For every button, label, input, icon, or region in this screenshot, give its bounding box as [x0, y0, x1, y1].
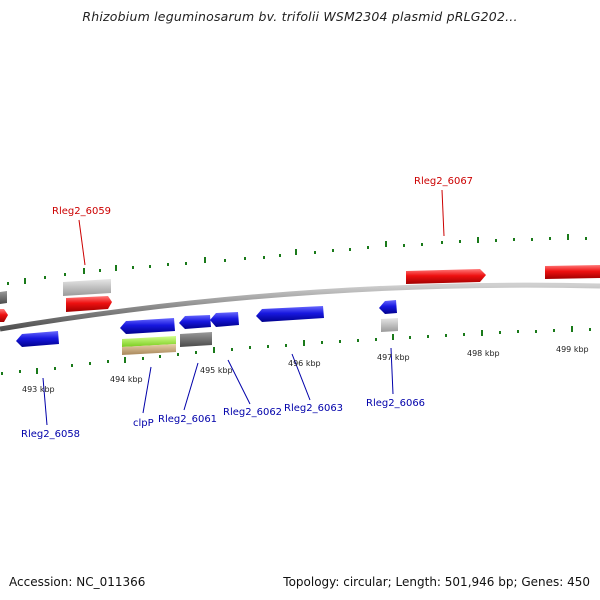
gene-label-rleg2-6067[interactable]: Rleg2_6067 [414, 176, 473, 187]
gene-arrow-rleg2-6067[interactable] [406, 269, 486, 284]
callout-rleg2-6061 [183, 362, 199, 411]
lower-tick-ring [1, 326, 591, 375]
gene-arrow-rleg2-6062[interactable] [210, 312, 239, 327]
feature-left-edge-dark[interactable] [0, 291, 7, 304]
gene-arrow-rleg2-6059[interactable] [66, 296, 112, 312]
feature-grey-6066[interactable] [381, 318, 398, 332]
gene-arrow-right-edge[interactable] [545, 265, 600, 279]
gene-arrow-left-edge[interactable] [0, 309, 8, 322]
feature-green-clpP[interactable] [122, 336, 176, 347]
scale-label-497: 497 kbp [377, 353, 410, 362]
scale-label-499: 499 kbp [556, 345, 589, 354]
genome-backbone [0, 282, 600, 332]
callout-rleg2-6066 [390, 347, 394, 395]
callout-clpP [142, 366, 152, 414]
gene-label-rleg2-6059[interactable]: Rleg2_6059 [52, 206, 111, 217]
callout-rleg2-6062 [227, 359, 251, 405]
feature-dark-6061[interactable] [180, 332, 212, 347]
grey-features [0, 279, 398, 347]
gene-label-rleg2-6063[interactable]: Rleg2_6063 [284, 403, 343, 414]
clpP-features [122, 336, 176, 355]
gene-labels-bottom: Rleg2_6058 clpP Rleg2_6061 Rleg2_6062 Rl… [21, 398, 425, 440]
gene-arrow-rleg2-6061[interactable] [179, 315, 211, 329]
callout-rleg2-6063 [291, 353, 311, 401]
scale-label-498: 498 kbp [467, 349, 500, 358]
callout-rleg2-6067 [441, 189, 445, 237]
feature-grey-6059[interactable] [63, 279, 111, 296]
scale-label-493: 493 kbp [22, 385, 55, 394]
gene-label-rleg2-6062[interactable]: Rleg2_6062 [223, 407, 282, 418]
callout-rleg2-6059 [78, 219, 86, 266]
gene-arrow-clpP[interactable] [120, 318, 175, 334]
accession-text: Accession: NC_011366 [9, 575, 146, 589]
label-callouts [42, 189, 445, 426]
scale-label-496: 496 kbp [288, 359, 321, 368]
gene-arrow-rleg2-6063[interactable] [256, 306, 324, 322]
gene-label-rleg2-6066[interactable]: Rleg2_6066 [366, 398, 425, 409]
scale-labels: 493 kbp 494 kbp 495 kbp 496 kbp 497 kbp … [22, 345, 589, 394]
callout-rleg2-6058 [42, 377, 48, 426]
gene-labels-top: Rleg2_6059 Rleg2_6067 [52, 176, 473, 217]
feature-tan-clpP[interactable] [122, 344, 176, 355]
map-title: Rhizobium leguminosarum bv. trifolii WSM… [82, 9, 518, 24]
upper-tick-ring [7, 234, 587, 285]
gene-label-clpP[interactable]: clpP [133, 418, 154, 429]
scale-label-494: 494 kbp [110, 375, 143, 384]
forward-strand-genes [0, 265, 600, 322]
scale-label-495: 495 kbp [200, 366, 233, 375]
topology-summary-text: Topology: circular; Length: 501,946 bp; … [283, 575, 590, 589]
gene-label-rleg2-6058[interactable]: Rleg2_6058 [21, 429, 80, 440]
reverse-strand-genes [16, 300, 397, 347]
gene-arrow-rleg2-6058[interactable] [16, 331, 59, 347]
gene-arrow-rleg2-6066[interactable] [379, 300, 397, 314]
gene-label-rleg2-6061[interactable]: Rleg2_6061 [158, 414, 217, 425]
